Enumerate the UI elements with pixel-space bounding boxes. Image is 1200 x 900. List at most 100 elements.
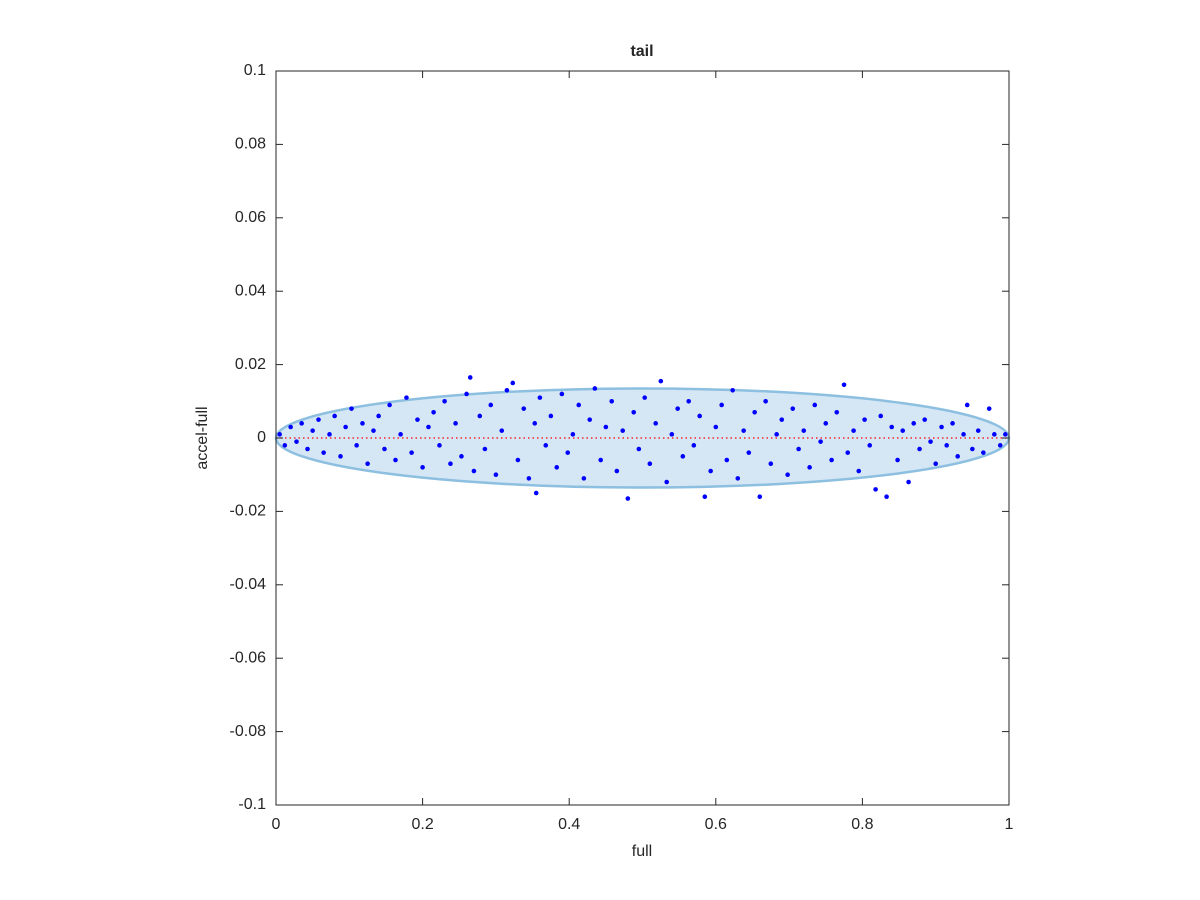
point (581, 476, 587, 481)
point (598, 457, 604, 463)
point (845, 450, 851, 455)
point (409, 450, 414, 455)
point (862, 417, 867, 422)
x-axis-label: full (632, 843, 652, 860)
point (533, 490, 539, 496)
point (504, 387, 510, 393)
point (911, 421, 917, 426)
point (321, 450, 326, 455)
y-tick-label: 0.02 (235, 356, 266, 373)
point (288, 424, 293, 430)
point (448, 461, 453, 466)
point (801, 428, 807, 433)
point (305, 446, 310, 452)
point (664, 479, 669, 485)
point (543, 443, 549, 448)
point (812, 402, 818, 408)
y-tick-label: -0.02 (230, 503, 267, 520)
point (426, 424, 431, 430)
point (338, 454, 343, 459)
point (499, 428, 505, 433)
point (746, 450, 752, 455)
point (565, 450, 571, 455)
point (642, 395, 647, 400)
point (878, 413, 884, 419)
point (900, 428, 906, 433)
point (570, 432, 576, 437)
point (343, 424, 348, 430)
point (471, 468, 477, 474)
y-tick-label: 0.1 (244, 62, 266, 79)
point (636, 446, 642, 452)
point (371, 428, 376, 433)
point (818, 439, 823, 444)
y-tick-label: 0.04 (235, 282, 266, 299)
point (730, 387, 735, 393)
point (884, 494, 889, 500)
point (420, 465, 425, 470)
point (1003, 432, 1008, 437)
point (680, 454, 686, 459)
point (675, 406, 680, 411)
point (922, 417, 928, 422)
point (790, 406, 796, 411)
point (735, 476, 741, 481)
point (360, 421, 365, 426)
point (349, 406, 354, 411)
point (906, 479, 911, 485)
point (316, 417, 321, 422)
point (431, 410, 436, 415)
point (768, 461, 774, 466)
point (981, 450, 986, 455)
point (510, 380, 516, 386)
point (669, 432, 675, 437)
point (763, 399, 768, 404)
point (382, 446, 387, 452)
point (493, 472, 499, 478)
point (442, 399, 447, 404)
point (477, 413, 483, 419)
point (950, 421, 955, 426)
point (437, 443, 442, 448)
point (741, 428, 746, 433)
point (719, 402, 724, 408)
point (488, 402, 494, 408)
y-tick-label: -0.1 (238, 796, 266, 813)
point (691, 443, 697, 448)
point (851, 428, 856, 433)
point (997, 443, 1003, 448)
point (713, 424, 719, 430)
point (620, 428, 626, 433)
point (327, 432, 332, 437)
point (277, 432, 282, 437)
y-tick-label: 0.08 (235, 136, 266, 153)
chart-title: tail (630, 43, 653, 60)
point (559, 391, 565, 397)
point (807, 465, 812, 470)
point (603, 424, 609, 430)
point (482, 446, 488, 452)
point (332, 413, 337, 419)
point (299, 421, 304, 426)
point (834, 410, 840, 415)
point (576, 402, 582, 408)
point (895, 457, 900, 463)
point (548, 413, 554, 419)
y-tick-label: 0 (257, 429, 266, 446)
point (964, 402, 970, 408)
x-tick-label: 0 (272, 816, 281, 833)
y-tick-label: -0.04 (230, 576, 267, 593)
point (686, 399, 691, 404)
point (467, 375, 473, 380)
point (823, 421, 829, 426)
point (521, 406, 527, 411)
point (398, 432, 403, 437)
y-tick-label: -0.06 (230, 649, 267, 666)
point (928, 439, 933, 444)
point (917, 446, 922, 452)
point (873, 487, 878, 492)
point (933, 461, 938, 466)
point (587, 417, 593, 422)
point (757, 494, 763, 500)
